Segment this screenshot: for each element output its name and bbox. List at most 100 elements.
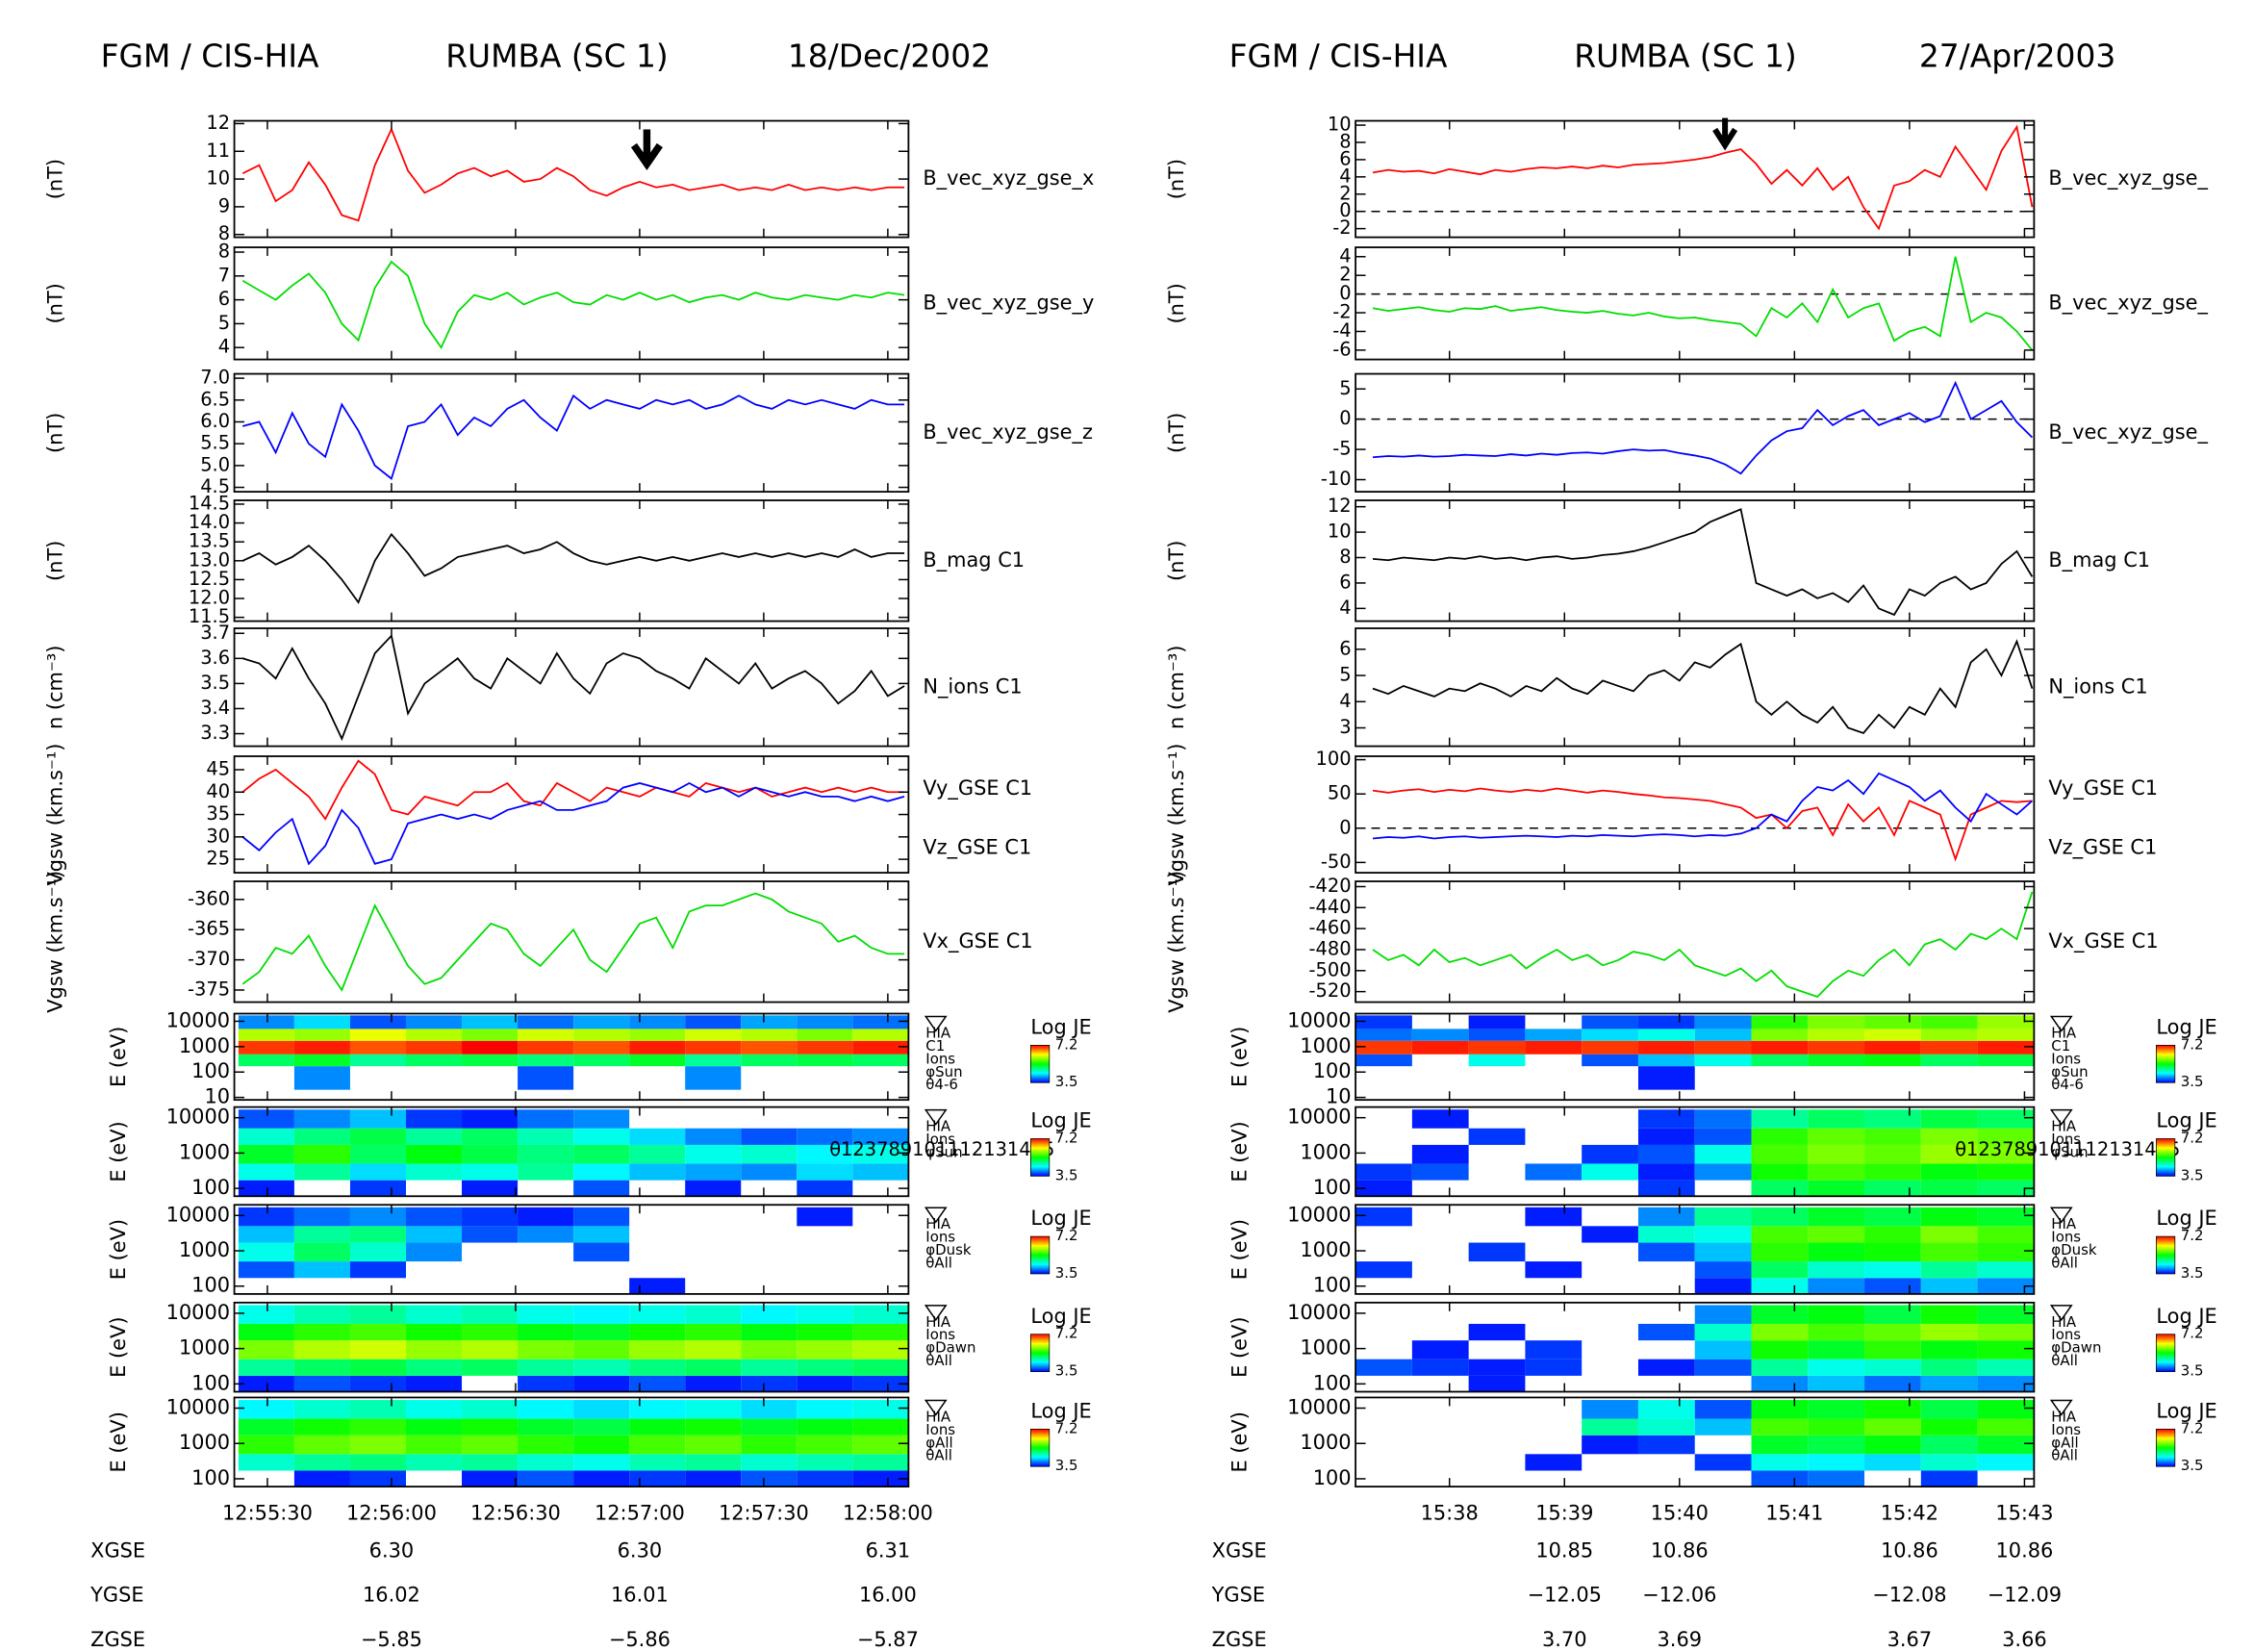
spectrogram-cell	[1977, 1418, 2035, 1436]
spectrogram-cell	[741, 1144, 798, 1164]
spectrogram-cell	[573, 1435, 630, 1455]
spectrogram-cell	[293, 1128, 350, 1145]
figure-title: 18/Dec/2002	[788, 37, 991, 74]
spectrogram-cell	[1468, 1040, 1526, 1055]
panel-frame	[233, 246, 910, 361]
spectrogram-cell	[1808, 1323, 1865, 1341]
spectrogram-cell	[1808, 1128, 1865, 1145]
spectrogram-cell	[1411, 1029, 1469, 1041]
spectrogram-cell	[462, 1207, 519, 1227]
y-tick-label: 100	[191, 1176, 230, 1199]
spectrogram-cell	[1808, 1226, 1865, 1243]
channel-label: HIA	[925, 1118, 951, 1135]
spectrogram-cell	[1637, 1400, 1695, 1419]
data-line	[241, 532, 905, 604]
panel-frame	[1355, 246, 2036, 361]
spectrogram-cell	[349, 1029, 406, 1041]
spectrogram-cell	[1525, 1359, 1583, 1376]
spectrogram-cell	[1751, 1305, 1809, 1324]
y-tick-label: 10000	[166, 1396, 231, 1419]
y-tick-label: -500	[1309, 958, 1352, 980]
data-line	[1372, 772, 2034, 840]
spectrogram-cell	[1582, 1163, 1638, 1181]
spectrogram-cell	[349, 1109, 406, 1129]
y-tick-label: 35	[206, 802, 230, 825]
panel-frame	[233, 1396, 910, 1488]
spectrogram-cell	[405, 1375, 463, 1392]
y-tick-label: 5	[1339, 377, 1351, 399]
spectrogram-cell	[1920, 1375, 1978, 1392]
spectrogram-cell	[405, 1242, 463, 1262]
y-tick-label: 4	[218, 336, 230, 358]
spectrogram-cell	[462, 1109, 519, 1129]
y-tick-label: 4	[1339, 597, 1351, 619]
spectrogram-cell	[573, 1400, 630, 1419]
spectrogram-cell	[1864, 1180, 1921, 1197]
spectrogram-cell	[349, 1375, 406, 1392]
triangle-icon	[924, 1015, 948, 1032]
spectrogram-cell	[629, 1144, 686, 1164]
spectrogram-cell	[797, 1375, 853, 1392]
spectrogram-cell	[1977, 1040, 2035, 1055]
y-axis-label: Vgsw (km.s⁻¹)	[1165, 744, 1188, 886]
spectrogram-cell	[1808, 1340, 1865, 1360]
spectrogram-cell	[573, 1305, 630, 1324]
spectrogram-cell	[349, 1040, 406, 1055]
spectrogram-cell	[1920, 1305, 1978, 1324]
spectrogram-cell	[685, 1435, 742, 1455]
spectrogram-cell	[1864, 1144, 1921, 1164]
spectrogram-cell	[1355, 1163, 1412, 1181]
colorbar-tick-label: 3.5	[1055, 1264, 1078, 1282]
ephemeris-value: −12.06	[1642, 1584, 1716, 1607]
spectrogram-cell	[797, 1029, 853, 1041]
spectrogram-cell	[1694, 1163, 1752, 1181]
spectrogram-cell	[238, 1163, 294, 1181]
series-label: Vy_GSE C1	[2048, 776, 2158, 800]
ephemeris-value: 16.00	[859, 1584, 917, 1607]
spectrogram-cell	[1751, 1128, 1809, 1145]
spectrogram-cell	[1694, 1144, 1752, 1164]
spectrogram-cell	[462, 1418, 519, 1436]
spectrogram-cell	[1751, 1226, 1809, 1243]
spectrogram-cell	[797, 1180, 853, 1197]
y-tick-label: 8	[218, 241, 230, 263]
y-axis-label: n (cm⁻³)	[43, 646, 66, 729]
y-tick-label: 12	[1328, 495, 1352, 517]
y-axis-label: E (eV)	[1228, 1411, 1252, 1472]
y-tick-label: 0	[1339, 816, 1351, 838]
spectrogram-cell	[1751, 1054, 1809, 1067]
spectrogram-cell	[1525, 1207, 1583, 1227]
x-tick-label: 12:58:00	[843, 1502, 933, 1525]
spectrogram-cell	[797, 1454, 853, 1471]
panel-frame	[1355, 372, 2036, 493]
spectrogram-cell	[852, 1435, 909, 1455]
y-tick-label: 100	[1313, 1176, 1352, 1199]
spectrogram-cell	[852, 1305, 909, 1324]
spectrogram-cell	[405, 1400, 463, 1419]
spectrogram-cell	[462, 1470, 519, 1487]
spectrogram-cell	[685, 1375, 742, 1392]
spectrogram-cell	[741, 1375, 798, 1392]
spectrogram-cell	[1977, 1400, 2035, 1419]
y-tick-label: 1000	[179, 1431, 230, 1454]
spectrogram-cell	[293, 1054, 350, 1067]
spectrogram-cell	[741, 1454, 798, 1471]
channel-label: θAll	[925, 1255, 952, 1272]
spectrogram-cell	[852, 1128, 909, 1145]
y-axis-label: E (eV)	[107, 1411, 130, 1472]
colorbar-label: Log JE	[1030, 1109, 1091, 1132]
channel-label: φAll	[925, 1434, 952, 1451]
ephemeris-value: 10.86	[1995, 1538, 2053, 1562]
spectrogram-cell	[1977, 1340, 2035, 1360]
spectrogram-cell	[293, 1454, 350, 1471]
data-line	[1372, 891, 2034, 999]
spectrogram-cell	[685, 1470, 742, 1487]
spectrogram-cell	[518, 1323, 574, 1341]
spectrogram-cell	[1751, 1144, 1809, 1164]
spectrogram-cell	[1694, 1029, 1752, 1041]
panel-frame	[233, 1106, 910, 1198]
y-tick-label: -480	[1309, 937, 1352, 959]
y-tick-label: 8	[1339, 546, 1351, 568]
spectrogram-cell	[1808, 1144, 1865, 1164]
y-tick-label: 10000	[166, 1301, 231, 1324]
